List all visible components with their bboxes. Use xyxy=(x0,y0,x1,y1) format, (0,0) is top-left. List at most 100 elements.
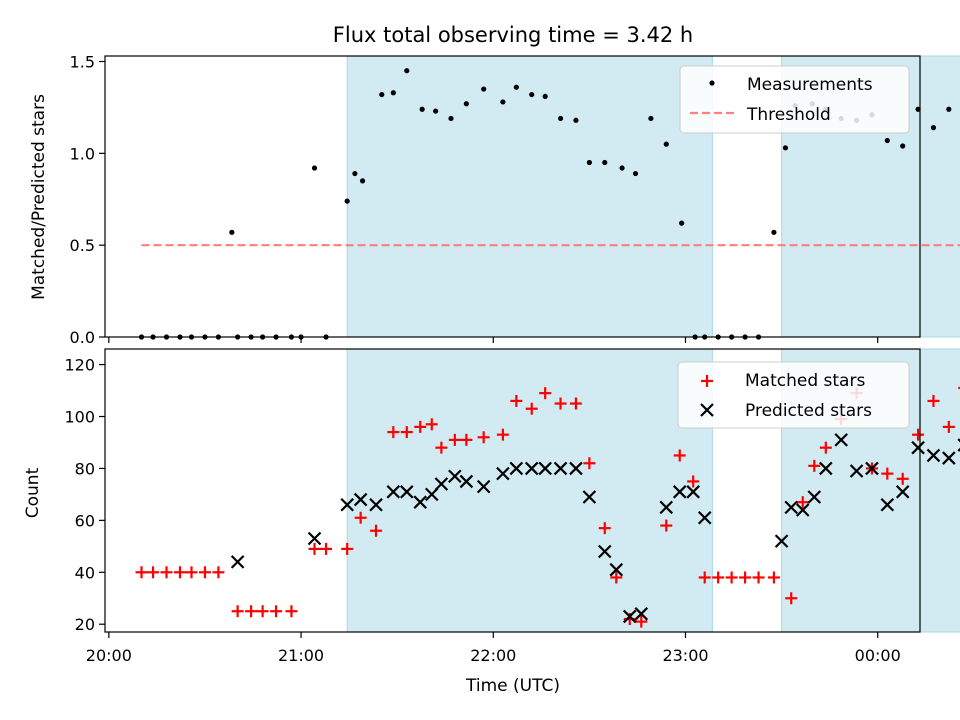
x-tick-label: 23:00 xyxy=(662,646,708,665)
matched-stars-point xyxy=(796,496,809,509)
predicted-stars-point xyxy=(307,531,322,546)
measurement-point xyxy=(529,91,535,98)
measurement-point xyxy=(433,108,439,114)
predicted-stars-point xyxy=(369,498,383,512)
matched-stars-point xyxy=(370,524,383,537)
predicted-stars-point xyxy=(400,485,414,499)
predicted-stars-point xyxy=(686,485,700,499)
legend-matched-label: Matched stars xyxy=(745,371,865,391)
legend-predicted-marker xyxy=(700,403,714,417)
top-y-tick-label: 1.0 xyxy=(70,144,95,163)
bottom-panel: 20 40 60 80 100 120 20:00 21:00 22:00 23:00 00:00… xyxy=(23,348,960,665)
predicted-stars-point xyxy=(569,461,583,476)
matched-stars-point xyxy=(173,566,186,579)
measurement-point xyxy=(379,91,385,98)
measurement-point xyxy=(573,117,579,123)
measurement-point xyxy=(946,106,952,112)
matched-stars-point xyxy=(610,571,623,584)
measurement-point xyxy=(404,68,410,74)
top-y-tick-label: 1.5 xyxy=(70,53,95,72)
predicted-stars-point xyxy=(849,464,864,478)
measurement-point xyxy=(782,145,789,151)
matched-stars-point xyxy=(198,566,211,579)
matched-stars-point xyxy=(808,459,821,472)
matched-stars-point xyxy=(256,605,269,618)
x-tick-label: 00:00 xyxy=(855,646,901,665)
predicted-stars-point xyxy=(895,485,910,499)
measurement-point xyxy=(419,106,425,112)
predicted-stars-point xyxy=(340,498,354,512)
measurement-point xyxy=(619,165,625,171)
matched-stars-point xyxy=(598,522,611,535)
bottom-y-tick-label: 100 xyxy=(64,408,95,427)
measurement-point xyxy=(542,93,548,100)
matched-stars-point xyxy=(435,441,448,454)
matched-stars-point xyxy=(539,387,552,400)
predicted-stars-point xyxy=(926,448,941,463)
matched-stars-point xyxy=(212,566,225,579)
predicted-stars-point xyxy=(476,479,491,494)
predicted-stars-point xyxy=(353,492,368,507)
matched-stars-point xyxy=(896,472,909,485)
matched-stars-point xyxy=(308,542,321,555)
predicted-stars-point xyxy=(597,544,612,559)
matched-stars-point xyxy=(881,467,894,480)
predicted-stars-point xyxy=(865,461,879,476)
chart-title: Flux total observing time = 3.42 h xyxy=(333,23,693,47)
predicted-stars-point xyxy=(911,440,925,455)
matched-stars-point xyxy=(270,605,283,618)
measurement-point xyxy=(352,170,358,177)
matched-stars-point xyxy=(554,397,567,410)
matched-stars-point xyxy=(285,605,298,618)
legend-measurements-label: Measurements xyxy=(747,75,873,95)
measurement-point xyxy=(229,229,235,235)
matched-stars-point xyxy=(687,475,700,488)
top-y-tick-label: 0.5 xyxy=(70,236,95,255)
predicted-stars-point xyxy=(819,461,833,476)
predicted-stars-point xyxy=(807,490,822,504)
observing-window-1 xyxy=(346,55,713,338)
x-tick-label: 22:00 xyxy=(470,646,516,665)
predicted-stars-point xyxy=(582,490,597,504)
top-y-axis-label: Matched/Predicted stars xyxy=(29,94,49,300)
measurement-point xyxy=(390,90,396,96)
predicted-stars-point xyxy=(553,461,568,476)
measurement-point xyxy=(463,101,469,107)
measurement-point xyxy=(679,220,685,226)
top-panel: 0.0 0.5 1.0 1.5 Matched/Predicted stars Mea… xyxy=(29,53,960,347)
matched-stars-point xyxy=(354,511,367,524)
matched-stars-point xyxy=(231,605,244,618)
matched-stars-point xyxy=(673,449,686,462)
predicted-stars-point xyxy=(795,503,810,517)
bottom-y-tick-label: 80 xyxy=(75,459,95,478)
matched-stars-point xyxy=(400,426,413,439)
measurement-point xyxy=(311,165,318,171)
matched-stars-point xyxy=(160,566,173,579)
predicted-stars-point xyxy=(697,510,712,525)
measurement-point xyxy=(513,84,519,90)
x-tick-label: 21:00 xyxy=(278,646,324,665)
predicted-stars-point xyxy=(459,474,474,489)
matched-stars-point xyxy=(341,542,354,555)
observing-window-1 xyxy=(346,348,713,633)
top-legend: Measurements Threshold xyxy=(679,65,910,134)
measurement-point xyxy=(915,106,921,112)
matched-stars-point xyxy=(425,418,438,431)
bottom-y-tick-label: 20 xyxy=(75,615,95,634)
matched-stars-point xyxy=(942,420,955,433)
measurement-point xyxy=(557,115,564,122)
matched-stars-point xyxy=(496,428,509,441)
top-y-tick-label: 0.0 xyxy=(70,328,95,347)
matched-stars-point xyxy=(660,519,673,532)
matched-stars-point xyxy=(135,566,148,579)
matched-stars-point xyxy=(525,402,538,415)
x-axis-label: Time (UTC) xyxy=(465,676,560,696)
matched-stars-point xyxy=(912,428,925,441)
legend-matched-marker xyxy=(701,375,713,387)
predicted-stars-point xyxy=(634,607,649,621)
measurement-point xyxy=(344,198,350,204)
matched-stars-point xyxy=(698,571,711,584)
bottom-y-axis-label: Count xyxy=(23,467,43,518)
measurement-point xyxy=(359,178,366,184)
matched-stars-point xyxy=(245,605,258,618)
